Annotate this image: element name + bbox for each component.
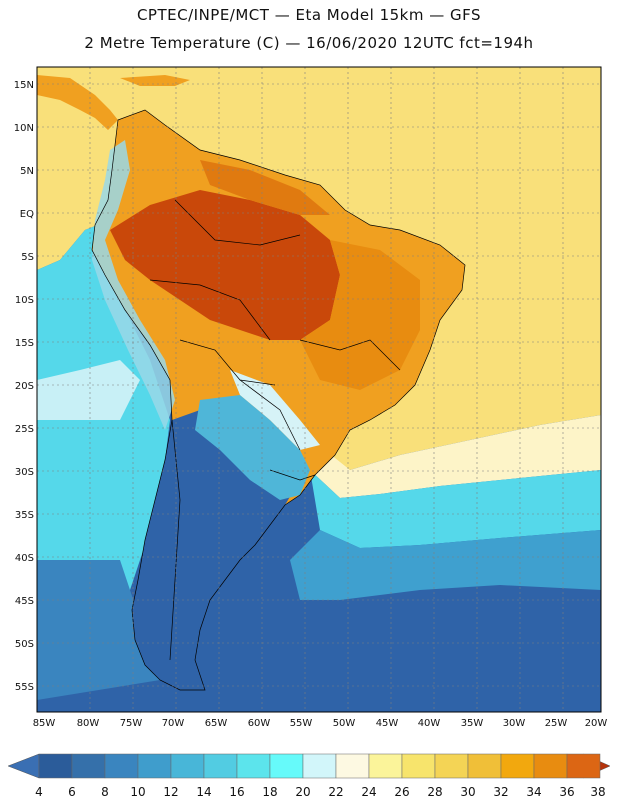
lat-tick-5s: 5S: [21, 252, 34, 263]
colorbar-swatch: [137, 753, 172, 779]
colorbar-label-24: 24: [361, 785, 376, 799]
lon-tick-50w: 50W: [333, 718, 356, 729]
colorbar-swatch: [170, 753, 205, 779]
colorbar-swatch: [203, 753, 238, 779]
map-plot-area: [37, 67, 601, 712]
lat-tick-45s: 45S: [15, 596, 34, 607]
colorbar-label-4: 4: [35, 785, 43, 799]
temperature-colorbar: 4 6 8 10 12 14 16 18 20 22 24 26 28 30 3…: [7, 753, 611, 799]
lon-tick-55w: 55W: [290, 718, 313, 729]
colorbar-label-32: 32: [493, 785, 508, 799]
plot-frame: [36, 66, 602, 713]
colorbar-swatch: [368, 753, 403, 779]
colorbar-swatch: [269, 753, 304, 779]
gridlines: [37, 67, 601, 712]
colorbar-label-6: 6: [68, 785, 76, 799]
lat-tick-15n: 15N: [14, 80, 34, 91]
colorbar-swatch: [302, 753, 337, 779]
latitude-axis: 15N 10N 5N EQ 5S 10S 15S 20S 25S 30S 35S…: [14, 80, 34, 693]
caribbean-island: [120, 75, 190, 86]
brazil-central-zone: [300, 240, 420, 390]
colorbar-swatch: [236, 753, 271, 779]
lat-tick-10n: 10N: [14, 123, 34, 134]
colorbar-swatch: [104, 753, 139, 779]
colorbar-label-34: 34: [526, 785, 541, 799]
chart-title: CPTEC/INPE/MCT — Eta Model 15km — GFS: [136, 6, 482, 24]
colorbar-label-10: 10: [130, 785, 145, 799]
colorbar-label-26: 26: [394, 785, 409, 799]
colorbar-label-18: 18: [262, 785, 277, 799]
lon-tick-60w: 60W: [248, 718, 271, 729]
colorbar-swatch: [434, 753, 469, 779]
mid-ocean-zone-west: [37, 560, 160, 700]
colorbar-swatch: [335, 753, 370, 779]
colorbar-label-16: 16: [229, 785, 244, 799]
lon-tick-65w: 65W: [205, 718, 228, 729]
lon-tick-25w: 25W: [545, 718, 568, 729]
mid-ocean-zone-east: [290, 530, 601, 600]
colorbar-label-38: 38: [590, 785, 605, 799]
chaco-pale-zone: [230, 370, 320, 450]
lon-tick-80w: 80W: [77, 718, 100, 729]
chart-subtitle: 2 Metre Temperature (C) — 16/06/2020 12U…: [84, 34, 534, 52]
lat-tick-25s: 25S: [15, 424, 34, 435]
lat-tick-eq: EQ: [20, 209, 34, 220]
colorbar-swatch: [533, 753, 568, 779]
colorbar-label-20: 20: [295, 785, 310, 799]
lon-tick-35w: 35W: [461, 718, 484, 729]
lon-tick-75w: 75W: [120, 718, 143, 729]
colorbar-label-12: 12: [163, 785, 178, 799]
lat-tick-10s: 10S: [15, 295, 34, 306]
north-hot-zone: [200, 160, 330, 215]
country-borders: [91, 109, 466, 691]
cool-ocean-zone-east: [310, 470, 601, 548]
longitude-axis: 85W 80W 75W 70W 65W 60W 55W 50W 45W 40W …: [33, 718, 608, 729]
colorbar-swatch: [500, 753, 535, 779]
colorbar-swatches: [38, 753, 601, 779]
colorbar-label-8: 8: [101, 785, 109, 799]
lat-tick-35s: 35S: [15, 510, 34, 521]
lat-tick-20s: 20S: [15, 381, 34, 392]
pale-ocean-zone-west: [37, 360, 140, 420]
lon-tick-30w: 30W: [503, 718, 526, 729]
lat-tick-50s: 50S: [15, 639, 34, 650]
colorbar-swatch: [566, 753, 601, 779]
lon-tick-45w: 45W: [376, 718, 399, 729]
colorbar-label-14: 14: [196, 785, 211, 799]
colorbar-swatch: [467, 753, 502, 779]
lon-tick-85w: 85W: [33, 718, 56, 729]
lat-tick-40s: 40S: [15, 553, 34, 564]
lat-tick-15s: 15S: [15, 338, 34, 349]
mild-ocean-zone: [300, 415, 601, 498]
lat-tick-5n: 5N: [20, 166, 34, 177]
colorbar-low-arrow: [7, 753, 40, 779]
colorbar-swatch: [71, 753, 106, 779]
colorbar-label-22: 22: [328, 785, 343, 799]
cool-ocean-zone-west: [37, 220, 170, 640]
colorbar-label-36: 36: [559, 785, 574, 799]
colorbar-label-28: 28: [427, 785, 442, 799]
lat-tick-55s: 55S: [15, 682, 34, 693]
lon-tick-20w: 20W: [585, 718, 608, 729]
lon-tick-70w: 70W: [162, 718, 185, 729]
lat-tick-30s: 30S: [15, 467, 34, 478]
colorbar-labels: 4 6 8 10 12 14 16 18 20 22 24 26 28 30 3…: [35, 785, 605, 799]
colorbar-swatch: [38, 753, 73, 779]
colorbar-swatch: [401, 753, 436, 779]
central-america-land: [37, 75, 118, 130]
andes-cool-ridge: [92, 140, 175, 430]
amazon-hot-zone: [110, 190, 340, 340]
lon-tick-40w: 40W: [418, 718, 441, 729]
colorbar-label-30: 30: [460, 785, 475, 799]
